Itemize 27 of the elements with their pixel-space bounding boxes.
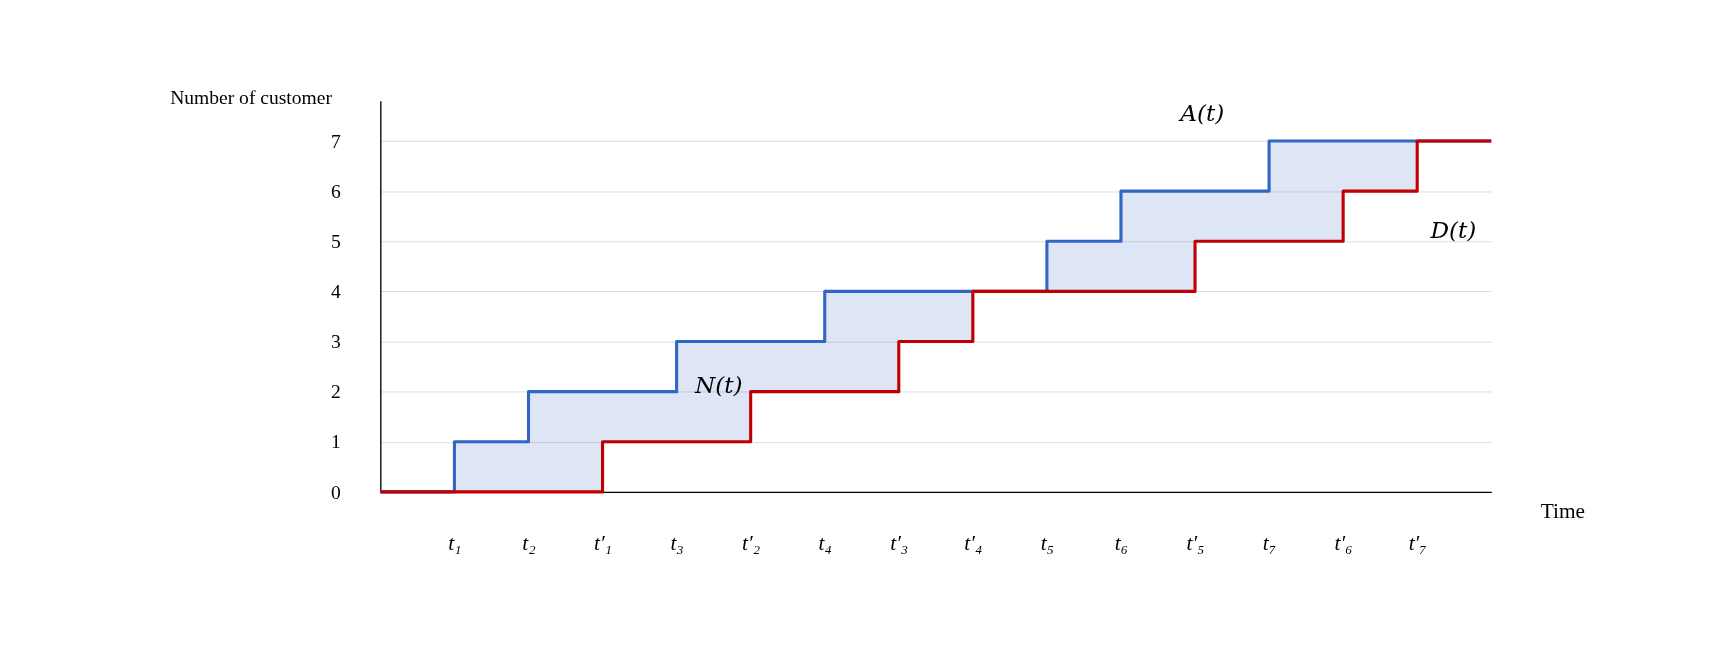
- x-tick-label: t₆: [1114, 531, 1129, 556]
- x-tick-label: t′₄: [964, 531, 983, 556]
- y-axis-title: Number of customer: [170, 86, 333, 108]
- y-tick-label: 0: [331, 481, 342, 503]
- x-tick-label: t′₁: [593, 531, 612, 556]
- x-tick-label: t₄: [818, 531, 832, 556]
- x-tick-label: t′₅: [1186, 531, 1205, 556]
- x-axis-title: Time: [1540, 499, 1586, 524]
- x-tick-label: t′₂: [742, 531, 761, 556]
- x-tick-label: t₇: [1262, 531, 1277, 556]
- x-tick-label: t′₃: [890, 531, 909, 556]
- series-label: D(t): [1429, 217, 1477, 244]
- annotation: N(t): [694, 372, 743, 399]
- x-tick-label: t₂: [522, 531, 536, 556]
- y-tick-label: 6: [331, 180, 342, 202]
- y-tick-label: 7: [331, 130, 342, 152]
- x-tick-label: t₃: [670, 531, 684, 556]
- y-tick-label: 4: [331, 281, 342, 303]
- x-tick-label: t′₆: [1334, 531, 1353, 556]
- x-tick-label: t₅: [1040, 531, 1055, 556]
- x-tick-label: t₁: [448, 531, 462, 556]
- y-tick-label: 5: [331, 230, 342, 252]
- x-tick-label: t′₇: [1408, 531, 1427, 556]
- y-tick-label: 3: [331, 331, 342, 353]
- y-tick-label: 1: [331, 431, 341, 453]
- y-tick-label: 2: [331, 381, 341, 403]
- text: A(t): [1178, 100, 1225, 127]
